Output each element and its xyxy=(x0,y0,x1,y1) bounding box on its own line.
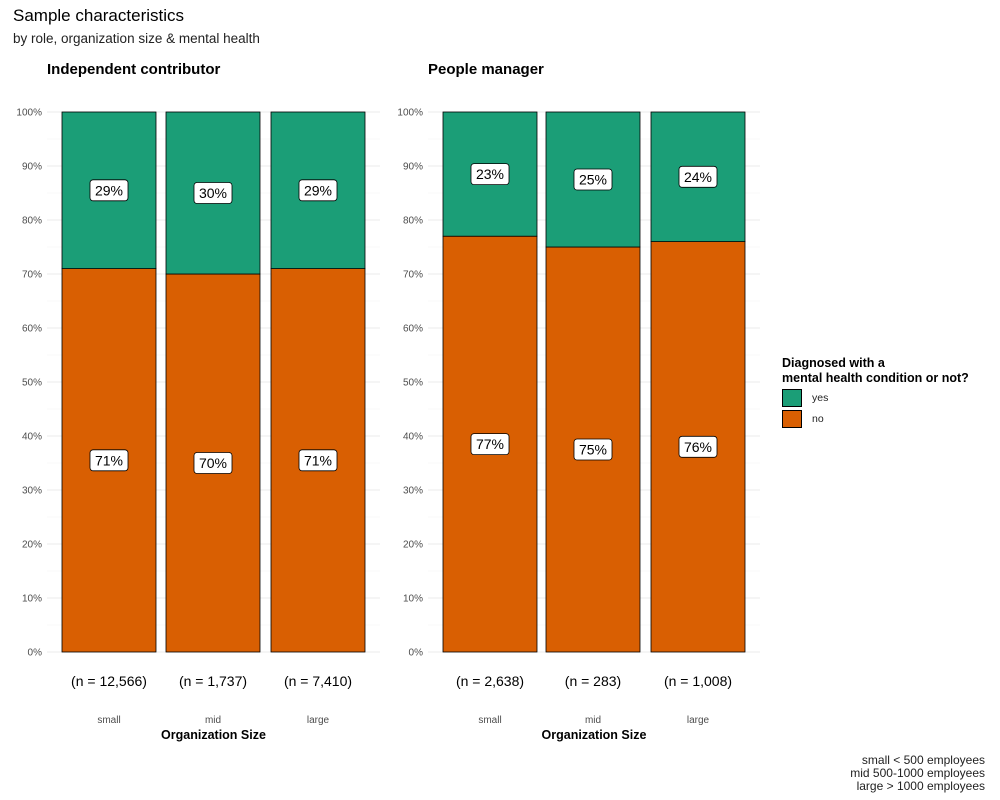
count-label: (n = 2,638) xyxy=(456,673,524,689)
y-tick-label: 10% xyxy=(22,594,42,605)
data-label-no-box xyxy=(193,452,233,474)
caption-line-small: small < 500 employees xyxy=(861,753,985,767)
panel-1: 0% 10% 20% 30% 40% 50% 60% 70% 80% 90% 100% Indepen… xyxy=(16,61,380,742)
panel-title: People manager xyxy=(428,61,544,78)
x-axis-title: Organization Size xyxy=(542,728,647,742)
data-label-no: 77% xyxy=(476,436,504,452)
data-label-yes-box xyxy=(193,182,233,204)
panel-2: 0% 10% 20% 30% 40% 50% 60% 70% 80% 90% 100% People … xyxy=(397,61,760,742)
data-label-yes: 30% xyxy=(199,185,227,201)
data-label-no: 71% xyxy=(304,452,332,468)
legend-swatch-no xyxy=(782,410,802,428)
y-tick-label: 40% xyxy=(22,432,42,443)
data-label-yes-box xyxy=(470,163,510,186)
legend-title-line-1: Diagnosed with a xyxy=(782,356,885,370)
caption: small < 500 employees mid 500-1000 emplo… xyxy=(850,754,985,793)
y-tick-label: 0% xyxy=(28,648,43,659)
x-tick-label: small xyxy=(97,715,120,726)
x-axis-title: Organization Size xyxy=(161,728,266,742)
y-tick-label: 30% xyxy=(403,486,423,497)
y-tick-label: 90% xyxy=(22,162,42,173)
x-tick-label: mid xyxy=(205,715,221,726)
data-label-yes-box xyxy=(89,179,129,202)
y-tick-label: 90% xyxy=(403,162,423,173)
x-tick-label: mid xyxy=(585,715,601,726)
count-label: (n = 7,410) xyxy=(284,673,352,689)
x-tick-label: large xyxy=(307,715,330,726)
y-tick-label: 20% xyxy=(22,540,42,551)
data-label-yes: 29% xyxy=(95,182,123,198)
data-label-yes: 29% xyxy=(304,182,332,198)
data-label-no-box xyxy=(573,438,613,461)
legend-swatch-yes xyxy=(782,389,802,407)
legend-item-no: no xyxy=(782,410,969,428)
data-label-no: 75% xyxy=(579,442,607,458)
data-label-no: 76% xyxy=(684,439,712,455)
chart-subtitle: by role, organization size & mental heal… xyxy=(13,31,260,46)
y-tick-label: 70% xyxy=(403,270,423,281)
data-label-yes: 25% xyxy=(579,172,607,188)
y-tick-label: 70% xyxy=(22,270,42,281)
legend-title-line-2: mental health condition or not? xyxy=(782,371,969,385)
legend-title: Diagnosed with a mental health condition… xyxy=(782,356,969,386)
y-tick-label: 20% xyxy=(403,540,423,551)
data-label-yes: 24% xyxy=(684,169,712,185)
y-tick-label: 30% xyxy=(22,486,42,497)
y-tick-label: 60% xyxy=(403,324,423,335)
legend-item-yes: yes xyxy=(782,389,969,407)
data-label-yes-box xyxy=(573,168,613,191)
y-tick-label: 80% xyxy=(22,216,42,227)
data-label-no-box xyxy=(89,449,129,472)
y-tick-label: 80% xyxy=(403,216,423,227)
y-tick-label: 50% xyxy=(22,378,42,389)
y-tick-label: 50% xyxy=(403,378,423,389)
data-label-no-box xyxy=(298,449,338,472)
count-label: (n = 12,566) xyxy=(71,673,147,689)
data-label-yes: 23% xyxy=(476,166,504,182)
caption-line-large: large > 1000 employees xyxy=(856,779,985,793)
data-label-no-box xyxy=(678,435,718,458)
y-tick-label: 100% xyxy=(397,108,423,119)
count-label: (n = 1,737) xyxy=(179,673,247,689)
chart-title: Sample characteristics xyxy=(13,6,185,25)
y-tick-label: 60% xyxy=(22,324,42,335)
y-tick-label: 0% xyxy=(409,648,424,659)
legend-label-yes: yes xyxy=(812,392,829,404)
y-tick-label: 100% xyxy=(16,108,42,119)
data-label-no: 71% xyxy=(95,452,123,468)
count-label: (n = 1,008) xyxy=(664,673,732,689)
data-label-yes-box xyxy=(298,179,338,202)
y-tick-label: 40% xyxy=(403,432,423,443)
x-tick-label: large xyxy=(687,715,710,726)
data-label-no: 70% xyxy=(199,455,227,471)
y-tick-label: 10% xyxy=(403,594,423,605)
data-label-no-box xyxy=(470,433,510,456)
panel-title: Independent contributor xyxy=(47,61,220,78)
caption-line-mid: mid 500-1000 employees xyxy=(850,766,985,780)
data-label-yes-box xyxy=(678,165,718,188)
legend: Diagnosed with a mental health condition… xyxy=(782,356,969,428)
legend-label-no: no xyxy=(812,413,824,425)
count-label: (n = 283) xyxy=(565,673,621,689)
x-tick-label: small xyxy=(478,715,501,726)
